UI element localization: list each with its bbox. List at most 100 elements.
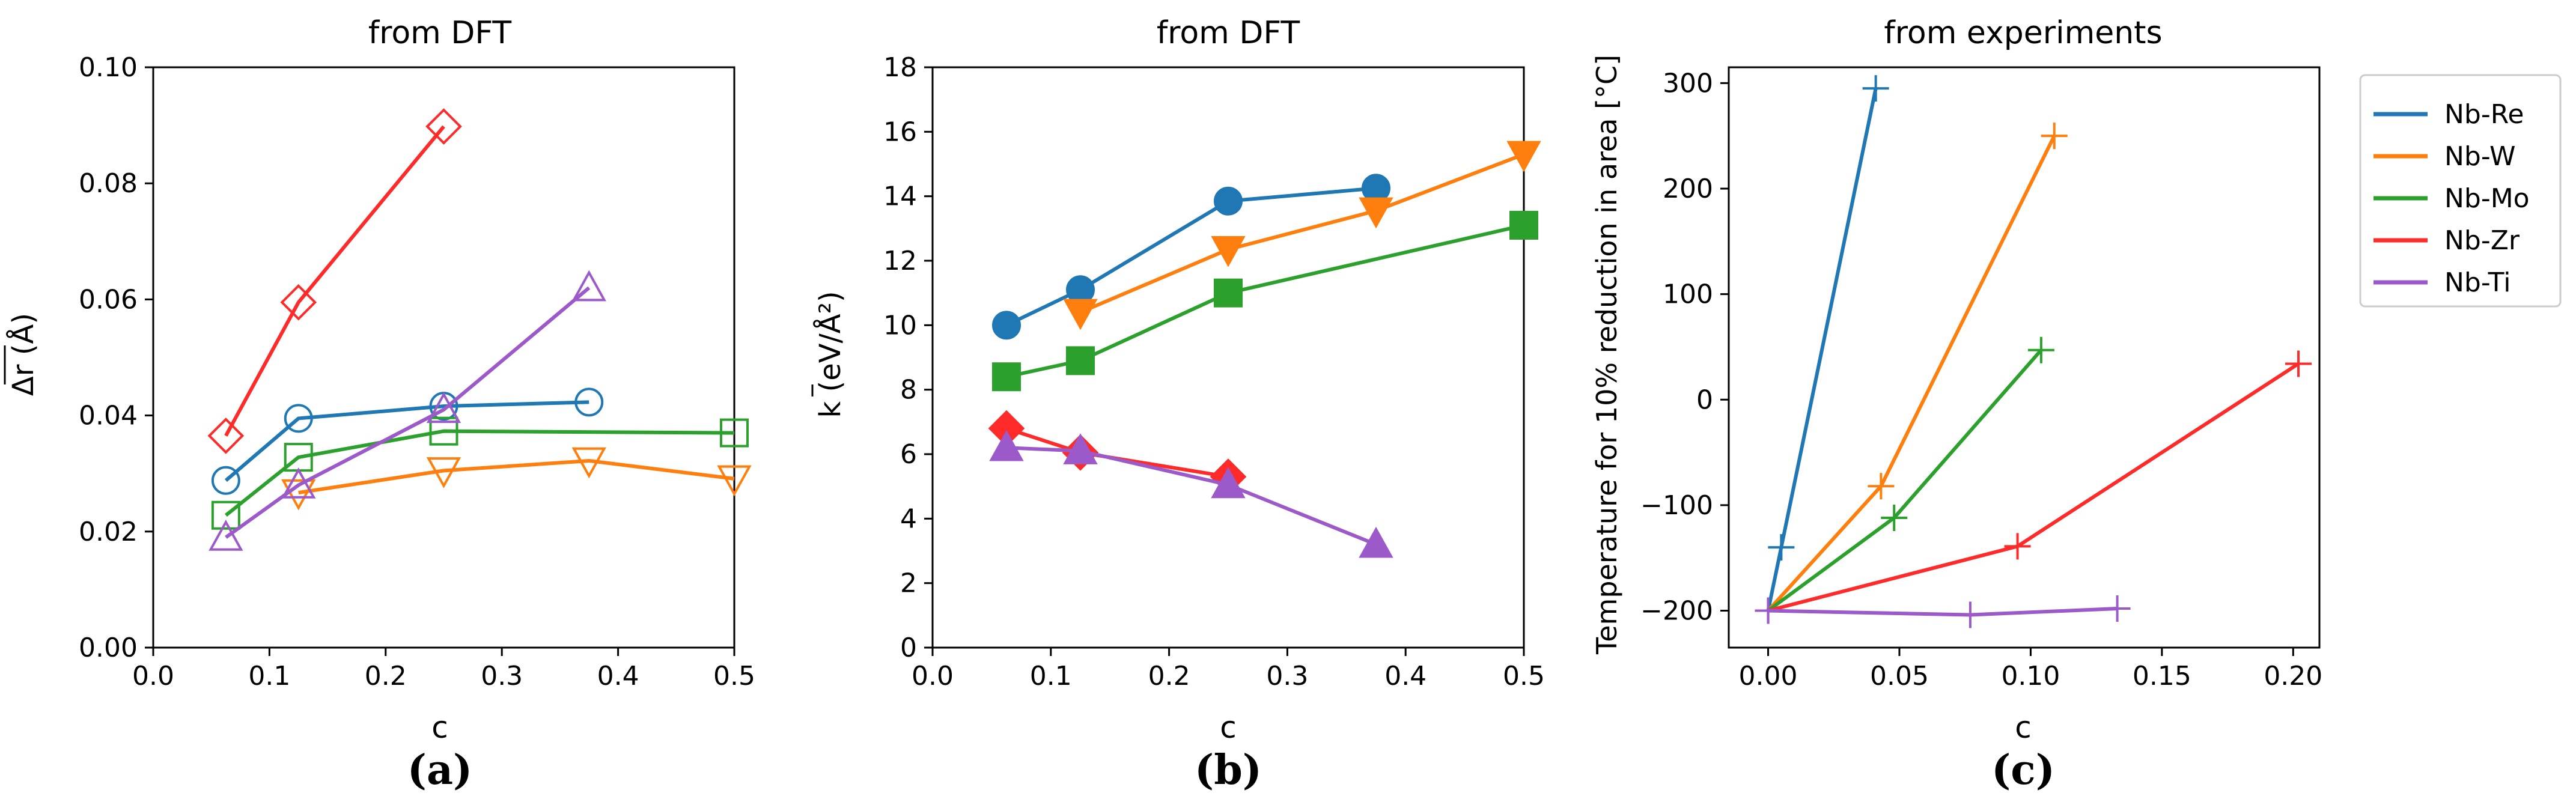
legend-label-nb-zr: Nb-Zr	[2444, 225, 2520, 256]
panel-b-series-nb-w-point	[1211, 235, 1246, 267]
panel-b: from DFT 0.0 0.1 0.2 0.3 0.4 0.5 0 2 4 6 8 10 12 14 16…	[811, 15, 1545, 794]
panel-c-ytick-label: −200	[1640, 596, 1713, 627]
panel-c: from experiments 0.00 0.05 0.10 0.15 0.20 −20…	[1591, 15, 2322, 794]
panel-b-series-nb-mo-point	[992, 362, 1021, 392]
panel-b-ytick-label: 2	[900, 568, 917, 599]
panel-c-series-nb-w-line	[1767, 135, 2056, 612]
panel-c-title: from experiments	[1884, 15, 2162, 51]
panel-a-series-nb-zr-point	[280, 284, 317, 321]
panel-b-series-nb-ti-point	[1211, 467, 1246, 499]
panel-a-xtick-label: 0.0	[132, 661, 174, 691]
legend-label-nb-w: Nb-W	[2444, 141, 2515, 172]
panel-c-xlabel: c	[2015, 710, 2032, 745]
panel-b-ytick-label: 0	[900, 633, 917, 663]
panel-a-xtick-label: 0.5	[713, 661, 755, 691]
panel-a-ylabel-text: Δr (Å)	[6, 313, 40, 396]
panel-c-label: (c)	[1991, 746, 2055, 794]
panel-b-series-nb-ti-point	[1063, 433, 1098, 464]
panel-c-ytick-label: 0	[1696, 384, 1713, 415]
panel-b-ytick-label: 10	[883, 310, 917, 341]
panel-c-series-nb-w-point	[1868, 473, 1895, 500]
panel-a-series-nb-ti-point	[209, 520, 243, 551]
panel-b-series-nb-re-line	[1005, 186, 1377, 327]
panel-a-xtick-label: 0.4	[597, 661, 639, 691]
panel-a-series-nb-mo-point	[720, 418, 749, 448]
panel-a-ytick-label: 0.06	[79, 284, 138, 315]
panel-a-xlabel: c	[431, 710, 448, 745]
panel-a-series-nb-zr-point	[207, 418, 245, 454]
panel-b-axes-frame	[931, 66, 1525, 649]
panel-a-series-nb-re-line	[224, 400, 589, 482]
panel-a-series-nb-w-line	[298, 458, 735, 495]
panel-c-xtick-label: 0.00	[1739, 661, 1798, 691]
panel-b-xlabel: c	[1220, 710, 1237, 745]
panel-c-series-nb-ti-point	[1755, 597, 1782, 624]
panel-a-label: (a)	[407, 746, 472, 794]
panel-b-ytick-label: 8	[900, 375, 917, 406]
panel-b-ytick-label: 14	[883, 181, 917, 212]
panel-a-series-nb-ti-point	[426, 392, 461, 424]
panel-c-ytick-label: 200	[1663, 174, 1713, 204]
panel-c-series-nb-ti-line	[1768, 607, 2118, 617]
panel-b-ytick-label: 6	[900, 439, 917, 470]
legend-label-nb-ti: Nb-Ti	[2444, 267, 2511, 298]
legend-frame	[2359, 74, 2562, 308]
panel-b-xtick-label: 0.4	[1384, 661, 1427, 691]
panel-a: from DFT 0.0 0.1 0.2 0.3 0.4 0.50.000.020.040…	[4, 15, 755, 794]
panel-b-ytick-label: 18	[883, 52, 917, 83]
legend-label-nb-mo: Nb-Mo	[2444, 183, 2530, 214]
panel-c-series-nb-zr-point	[2285, 350, 2312, 377]
panel-c-series-nb-ti-point	[1956, 601, 1984, 628]
panel-a-series-nb-ti-point	[571, 270, 606, 302]
panel-b-ytick-label: 12	[883, 246, 917, 276]
panel-a-series-nb-w-point	[571, 447, 606, 479]
panel-b-xtick-label: 0.5	[1503, 661, 1545, 691]
panel-b-xtick-label: 0.2	[1148, 661, 1190, 691]
panel-a-ytick-label: 0.00	[79, 633, 138, 663]
panel-a-plot: 0.0 0.1 0.2 0.3 0.4 0.5 0.00 0.02 0.04 0.06 0.08 0.…	[79, 52, 755, 691]
panel-c-series-nb-mo-line	[1767, 348, 2043, 612]
panel-b-series-nb-re-point	[992, 311, 1021, 340]
panel-a-ytick-label: 0.04	[79, 401, 138, 431]
panel-b-xtick-label: 0.3	[1266, 661, 1308, 691]
panel-a-series-nb-mo-line	[225, 429, 735, 517]
legend-label-nb-re: Nb-Re	[2444, 99, 2524, 130]
panel-b-series-nb-zr-line	[1006, 427, 1229, 479]
panel-b-series-nb-w-point	[1063, 299, 1098, 330]
panel-c-ytick-label: −100	[1640, 490, 1713, 521]
panel-b-xtick-label: 0.0	[912, 661, 954, 691]
panel-a-series-nb-mo-point	[211, 500, 240, 530]
panel-a-series-nb-w-point	[426, 457, 461, 488]
panel-a-series-nb-re-point	[574, 387, 604, 417]
panel-a-axes-frame	[152, 66, 735, 649]
panel-c-series-nb-re-point	[1768, 534, 1795, 561]
panel-a-series-nb-re-point	[284, 404, 313, 433]
panel-b-plot: 0.0 0.1 0.2 0.3 0.4 0.5 0 2 4 6 8 10 12 14 16 18	[883, 52, 1545, 691]
panel-a-series-nb-re-point	[211, 466, 240, 495]
panel-a-series-nb-mo-point	[429, 416, 458, 446]
panel-c-series-nb-w-point	[2041, 123, 2068, 150]
panel-b-series-nb-w-line	[1079, 153, 1525, 314]
panel-c-series-nb-mo-point	[1881, 504, 1908, 531]
panel-b-series-nb-w-point	[1506, 141, 1541, 172]
panel-c-xtick-label: 0.20	[2264, 661, 2322, 691]
panel-a-series-nb-w-point	[717, 465, 752, 497]
legend-items: Nb-Re Nb-W Nb-Mo Nb-Zr Nb-Ti	[2374, 99, 2530, 298]
panel-b-series-nb-w-point	[1359, 197, 1393, 229]
panel-b-series-nb-mo-point	[1214, 278, 1243, 308]
panel-a-series-nb-zr-line	[224, 125, 445, 437]
panel-b-series-nb-ti-point	[989, 430, 1024, 461]
panel-a-series-nb-zr-point	[425, 108, 462, 145]
panel-a-series-nb-w-point	[281, 479, 316, 511]
panel-b-series-nb-ti-line	[1006, 446, 1377, 547]
panel-c-xtick-label: 0.15	[2133, 661, 2191, 691]
panel-b-ytick-label: 16	[883, 117, 917, 147]
panel-b-series-nb-mo-point	[1509, 210, 1538, 240]
panel-a-ytick-label: 0.10	[79, 52, 138, 83]
panel-a-ytick-label: 0.08	[79, 168, 138, 199]
panel-a-xtick-label: 0.1	[248, 661, 290, 691]
panel-b-xtick-label: 0.1	[1030, 661, 1072, 691]
panel-b-ytick-label: 4	[900, 503, 917, 534]
panel-b-series-nb-mo-point	[1066, 346, 1095, 375]
